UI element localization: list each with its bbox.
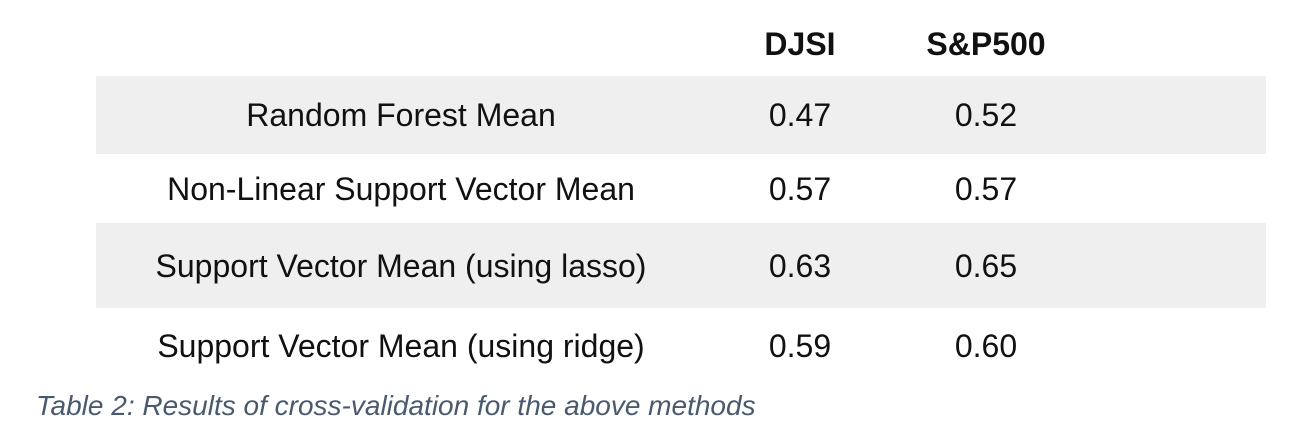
column-header-sp500: S&P500: [926, 26, 1046, 62]
djsi-value: 0.63: [768, 247, 832, 284]
sp500-value: 0.60: [954, 328, 1018, 364]
table-row: Non-Linear Support Vector Mean 0.57 0.57: [96, 154, 1266, 223]
table-caption: Table 2: Results of cross-validation for…: [36, 390, 756, 421]
method-name: Support Vector Mean (using lasso): [155, 247, 647, 284]
table-row: Support Vector Mean (using lasso) 0.63 0…: [96, 223, 1266, 308]
table-header-row: DJSI S&P500: [96, 0, 1266, 76]
results-table: DJSI S&P500 Random Forest Mean 0.47 0.52…: [96, 0, 1266, 384]
table-row: Support Vector Mean (using ridge) 0.59 0…: [96, 308, 1266, 384]
sp500-value: 0.52: [954, 97, 1018, 133]
column-header-djsi: DJSI: [764, 26, 836, 62]
method-name: Random Forest Mean: [246, 97, 556, 133]
djsi-value: 0.59: [768, 328, 832, 364]
table-row: Random Forest Mean 0.47 0.52: [96, 76, 1266, 154]
djsi-value: 0.47: [768, 97, 832, 133]
djsi-value: 0.57: [768, 170, 832, 207]
sp500-value: 0.57: [954, 170, 1018, 207]
sp500-value: 0.65: [954, 247, 1018, 284]
method-name: Support Vector Mean (using ridge): [157, 328, 645, 364]
method-name: Non-Linear Support Vector Mean: [167, 170, 635, 207]
